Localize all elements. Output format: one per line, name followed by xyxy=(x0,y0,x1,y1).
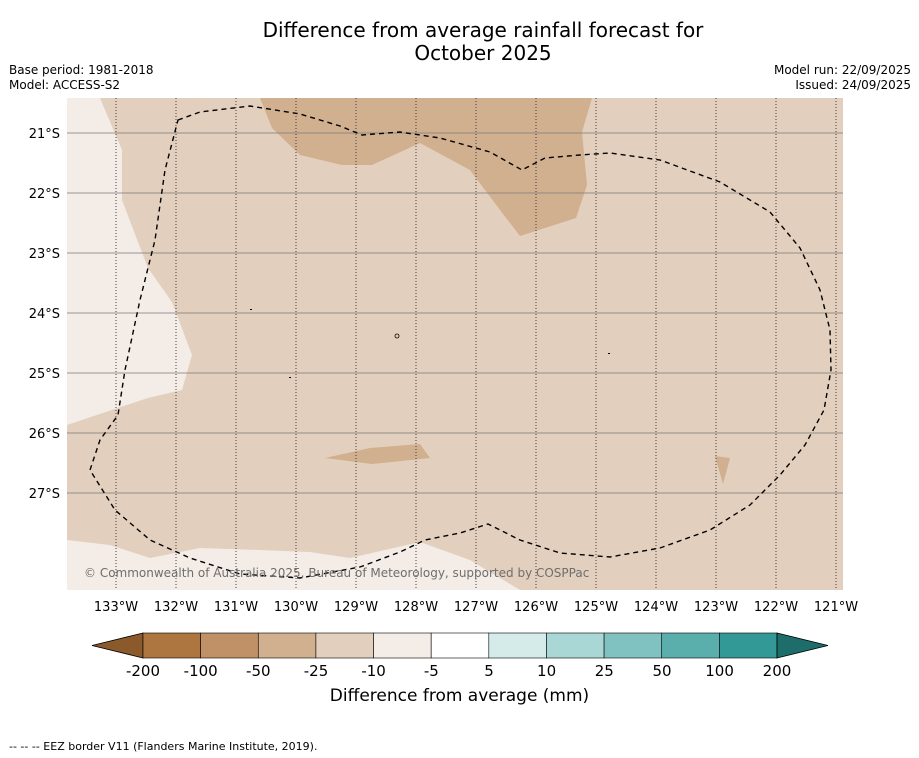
lat-label: 23°S xyxy=(29,247,60,262)
colorbar-bin xyxy=(373,632,432,659)
colorbar-bin xyxy=(546,632,605,659)
eez-footnote: -- -- -- EEZ border V11 (Flanders Marine… xyxy=(9,740,318,753)
near-normal-region-west xyxy=(67,98,192,425)
lat-label: 27°S xyxy=(29,487,60,502)
contour-dot xyxy=(394,333,400,339)
base-anomaly-region xyxy=(67,98,843,590)
colorbar-bin xyxy=(200,632,259,659)
lon-label: 129°W xyxy=(334,600,378,615)
colorbar-tick: 100 xyxy=(705,662,734,680)
meta-left: Base period: 1981-2018 Model: ACCESS-S2 xyxy=(9,63,154,93)
lat-label: 22°S xyxy=(29,187,60,202)
colorbar-bins xyxy=(142,632,778,659)
colorbar-bin xyxy=(315,632,374,659)
colorbar-bin xyxy=(142,632,201,659)
lon-labels: 133°W 132°W 131°W 130°W 129°W 128°W 127°… xyxy=(94,600,858,615)
colorbar-extend-low xyxy=(91,632,144,659)
contour-dot xyxy=(289,377,291,378)
colorbar-bin xyxy=(257,632,317,659)
lat-label: 25°S xyxy=(29,367,60,382)
colorbar-bin xyxy=(603,632,663,659)
colorbar-bin xyxy=(661,632,720,659)
colorbar-extend-high xyxy=(776,632,829,659)
near-normal-region-south xyxy=(67,540,520,590)
colorbar-tick: -5 xyxy=(424,662,439,680)
lon-label: 123°W xyxy=(694,600,738,615)
lon-label: 133°W xyxy=(94,600,138,615)
colorbar-bin xyxy=(488,632,547,659)
lat-label: 26°S xyxy=(29,427,60,442)
drier-region-north xyxy=(260,98,592,236)
lon-label: 128°W xyxy=(394,600,438,615)
colorbar-tick: 5 xyxy=(484,662,494,680)
model-run: Model run: 22/09/2025 xyxy=(773,63,911,77)
copyright-text: © Commonwealth of Australia 2025, Bureau… xyxy=(84,566,589,580)
colorbar-tick: -25 xyxy=(304,662,329,680)
contour-dot xyxy=(250,309,252,310)
eez-border xyxy=(89,105,832,579)
colorbar-tick: -10 xyxy=(361,662,386,680)
drier-region-central xyxy=(325,444,430,464)
colorbar-tick: -200 xyxy=(126,662,160,680)
lon-label: 132°W xyxy=(154,600,198,615)
lat-label: 21°S xyxy=(29,127,60,142)
colorbar-tick: 200 xyxy=(763,662,792,680)
base-period: Base period: 1981-2018 xyxy=(9,63,154,77)
colorbar-tick: 25 xyxy=(595,662,614,680)
colorbar-tick: -50 xyxy=(246,662,271,680)
issued-date: Issued: 24/09/2025 xyxy=(795,78,911,92)
colorbar-tick: 50 xyxy=(652,662,671,680)
colorbar-bin xyxy=(719,632,778,659)
lon-label: 124°W xyxy=(634,600,678,615)
lon-label: 130°W xyxy=(274,600,318,615)
lon-label: 122°W xyxy=(754,600,798,615)
colorbar: -200 -100 -50 -25 -10 -5 5 10 25 50 100 … xyxy=(91,632,829,680)
map-area: © Commonwealth of Australia 2025, Bureau… xyxy=(67,98,843,590)
colorbar-label: Difference from average (mm) xyxy=(329,686,590,706)
lon-label: 125°W xyxy=(574,600,618,615)
colorbar-tick: -100 xyxy=(184,662,218,680)
chart-title: Difference from average rainfall forecas… xyxy=(0,19,919,65)
drier-region-east xyxy=(715,456,730,484)
colorbar-bin xyxy=(430,632,490,659)
colorbar-ticks: -200 -100 -50 -25 -10 -5 5 10 25 50 100 … xyxy=(126,662,791,680)
lat-gridlines xyxy=(67,132,843,494)
lat-label: 24°S xyxy=(29,307,60,322)
lon-label: 126°W xyxy=(514,600,558,615)
lon-gridlines xyxy=(115,98,837,590)
title-line-1: Difference from average rainfall forecas… xyxy=(262,18,704,42)
lon-label: 131°W xyxy=(214,600,258,615)
lon-label: 121°W xyxy=(814,600,858,615)
title-line-2: October 2025 xyxy=(414,41,552,65)
meta-right: Model run: 22/09/2025 Issued: 24/09/2025 xyxy=(774,63,911,93)
contour-dot xyxy=(608,353,610,354)
model-name: Model: ACCESS-S2 xyxy=(9,78,121,92)
lon-label: 127°W xyxy=(454,600,498,615)
lat-labels: 21°S 22°S 23°S 24°S 25°S 26°S 27°S xyxy=(29,127,60,502)
colorbar-tick: 10 xyxy=(537,662,556,680)
